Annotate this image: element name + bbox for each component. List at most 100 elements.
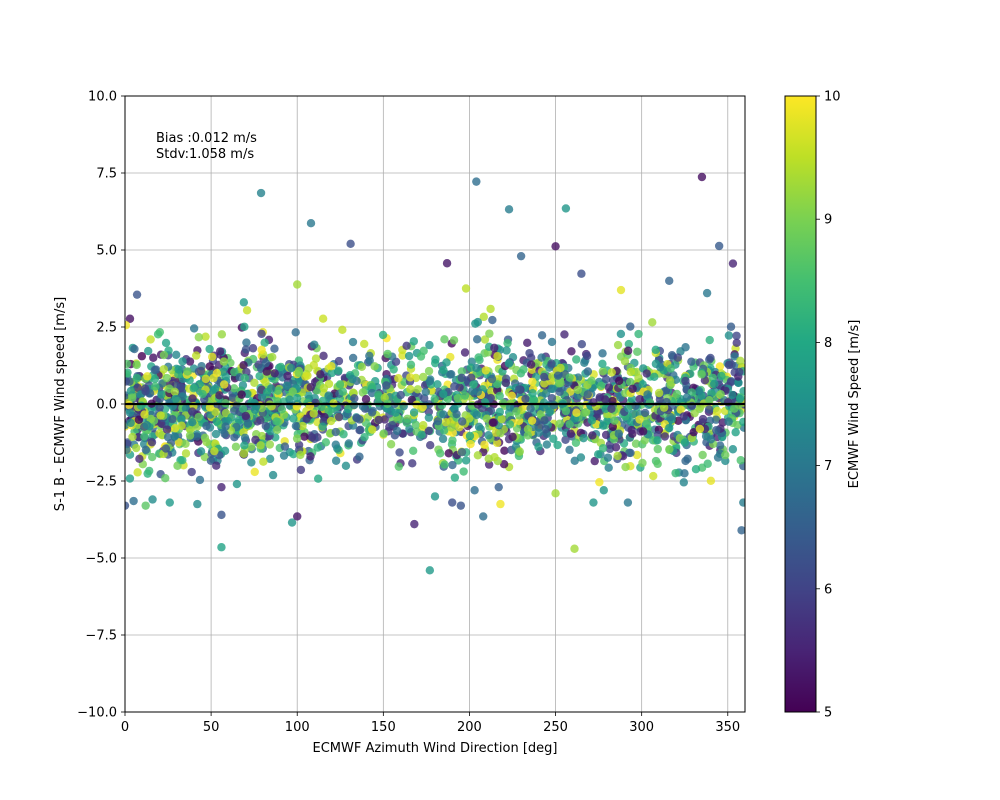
scatter-point (318, 314, 328, 323)
scatter-point (205, 403, 215, 412)
scatter-point (257, 345, 266, 355)
scatter-point (695, 424, 705, 434)
scatter-point (519, 365, 528, 374)
scatter-point (448, 460, 457, 470)
scatter-point (628, 384, 637, 393)
scatter-point (450, 473, 460, 482)
scatter-point (419, 346, 428, 356)
scatter-point (273, 386, 283, 395)
scatter-point (539, 398, 549, 407)
scatter-point (549, 400, 558, 410)
scatter-point (268, 470, 278, 480)
scatter-point (470, 486, 479, 495)
scatter-point (711, 415, 721, 424)
scatter-point (217, 330, 227, 339)
scatter-point (504, 359, 514, 368)
y-tick-label: 10.0 (88, 90, 117, 105)
scatter-point (338, 325, 347, 335)
scatter-point (194, 412, 203, 422)
scatter-point (671, 468, 680, 478)
scatter-point (141, 445, 151, 455)
scatter-point (309, 409, 318, 418)
scatter-point (659, 403, 669, 412)
scatter-point (613, 340, 623, 350)
scatter-point (571, 438, 581, 447)
scatter-point (155, 403, 164, 412)
scatter-point (511, 407, 521, 416)
scatter-point (640, 408, 650, 418)
scatter-point (374, 415, 383, 425)
scatter-point (331, 456, 341, 465)
scatter-point (324, 391, 333, 400)
scatter-point (170, 387, 180, 397)
scatter-point (479, 512, 488, 521)
scatter-point (474, 353, 483, 362)
scatter-point (150, 365, 160, 375)
scatter-point (157, 390, 166, 399)
scatter-point (146, 335, 155, 344)
scatter-point (697, 370, 706, 379)
scatter-point (485, 329, 494, 338)
scatter-point (189, 384, 198, 393)
scatter-point (239, 298, 249, 307)
scatter-point (566, 429, 576, 438)
scatter-point (133, 468, 142, 477)
scatter-point (598, 444, 608, 453)
scatter-point (161, 338, 171, 348)
scatter-point (598, 349, 607, 358)
scatter-point (650, 372, 659, 382)
scatter-point (635, 394, 644, 404)
scatter-point (665, 423, 674, 433)
scatter-point (679, 478, 689, 487)
scatter-point (450, 382, 459, 391)
scatter-point (433, 416, 443, 426)
scatter-point (447, 369, 456, 379)
scatter-point (141, 387, 150, 396)
scatter-point (125, 377, 131, 386)
scatter-point (439, 365, 448, 375)
scatter-point (221, 422, 230, 431)
scatter-point (391, 408, 400, 417)
y-tick-label: 2.5 (96, 321, 117, 336)
scatter-point (368, 425, 377, 434)
scatter-point (547, 359, 556, 368)
scatter-point (739, 417, 745, 427)
scatter-point (395, 448, 404, 457)
scatter-point (473, 387, 482, 396)
scatter-point (172, 350, 181, 359)
scatter-point (282, 381, 291, 390)
scatter-point (240, 373, 250, 383)
scatter-point (726, 322, 736, 331)
scatter-point (732, 331, 741, 340)
scatter-point (141, 501, 150, 510)
scatter-point (140, 410, 149, 419)
scatter-point (134, 415, 144, 424)
scatter-point (350, 394, 359, 403)
scatter-point (255, 371, 264, 381)
scatter-point (472, 177, 481, 186)
scatter-point (215, 347, 225, 356)
scatter-point (129, 496, 138, 506)
scatter-point (424, 366, 434, 376)
scatter-point (289, 414, 298, 423)
scatter-point (661, 386, 671, 395)
scatter-point (457, 373, 466, 383)
scatter-point (168, 415, 177, 424)
scatter-point (534, 428, 543, 438)
scatter-point (125, 321, 131, 330)
scatter-point (480, 440, 489, 449)
scatter-point (302, 414, 311, 423)
scatter-point (229, 384, 239, 393)
scatter-point (466, 373, 476, 382)
scatter-point (469, 380, 478, 389)
scatter-point (576, 453, 586, 462)
scatter-point (370, 362, 379, 371)
scatter-point (201, 332, 210, 341)
scatter-point (408, 446, 418, 456)
scatter-point (125, 359, 132, 369)
scatter-point (430, 394, 439, 404)
scatter-point (262, 367, 271, 376)
scatter-point (348, 353, 358, 363)
scatter-point (449, 336, 459, 345)
scatter-point (404, 351, 414, 361)
